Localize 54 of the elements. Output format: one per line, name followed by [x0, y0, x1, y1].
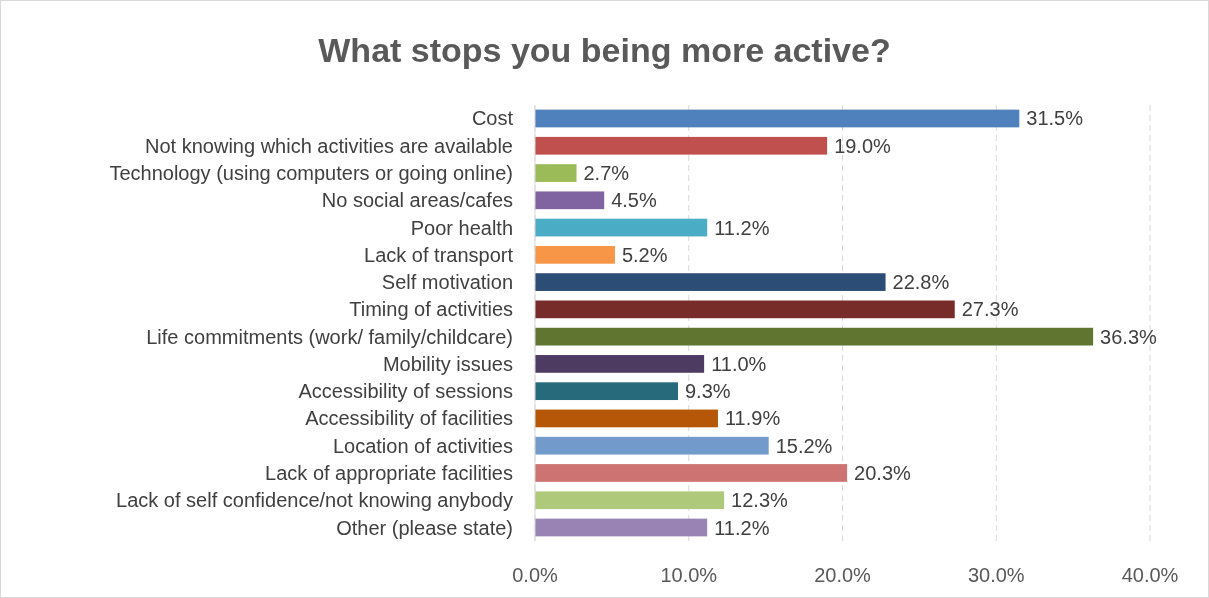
y-tick-label: Accessibility of facilities — [305, 407, 513, 430]
x-tick-label: 30.0% — [967, 564, 1025, 586]
y-tick-label: Accessibility of sessions — [298, 380, 513, 403]
y-tick-label: Life commitments (work/ family/childcare) — [146, 325, 513, 348]
x-tick-label: 40.0% — [1121, 564, 1179, 586]
bar — [535, 273, 886, 291]
bar — [535, 518, 708, 537]
data-label: 4.5% — [611, 189, 657, 212]
data-label: 15.2% — [775, 434, 833, 457]
y-tick-label: Lack of self confidence/not knowing anybody — [116, 489, 513, 512]
bar — [535, 327, 1094, 346]
bar — [535, 300, 955, 319]
data-label: 5.2% — [621, 243, 668, 266]
data-label: 9.3% — [684, 380, 731, 403]
data-label: 31.5% — [1026, 107, 1084, 130]
y-tick-label: Mobility issues — [382, 352, 513, 375]
bar — [535, 218, 708, 237]
bar — [535, 491, 725, 510]
data-label: 36.3% — [1100, 325, 1158, 348]
data-label: 19.0% — [834, 134, 892, 157]
y-tick-label: Timing of activities — [349, 298, 513, 321]
bar — [535, 464, 848, 482]
y-tick-label: Cost — [471, 107, 514, 130]
bar — [535, 355, 705, 373]
data-label: 11.2% — [714, 216, 770, 239]
x-tick-label: 0.0% — [512, 564, 559, 586]
data-label: 11.9% — [724, 407, 781, 430]
y-tick-label: Other (please state) — [336, 516, 513, 539]
data-label: 22.8% — [892, 271, 950, 294]
chart-title: What stops you being more active? — [318, 31, 891, 69]
data-label: 11.0% — [711, 352, 767, 375]
y-tick-label: Self motivation — [381, 271, 513, 294]
data-label: 20.3% — [854, 461, 912, 484]
bar — [535, 245, 615, 264]
bar — [535, 164, 577, 182]
data-label: 11.2% — [714, 516, 770, 539]
bar — [535, 191, 605, 210]
bar — [535, 136, 828, 155]
y-tick-label: Lack of appropriate facilities — [265, 461, 513, 484]
data-label: 12.3% — [731, 489, 789, 512]
y-tick-label: Not knowing which activities are available — [145, 134, 513, 157]
y-tick-label: Location of activities — [332, 434, 513, 457]
data-label: 27.3% — [961, 298, 1019, 321]
y-tick-label: Technology (using computers or going online) — [109, 162, 513, 185]
y-tick-label: No social areas/cafes — [321, 189, 513, 212]
y-tick-label: Lack of transport — [364, 243, 514, 266]
bar — [535, 436, 769, 455]
x-tick-label: 20.0% — [814, 564, 872, 586]
x-tick-label: 10.0% — [660, 564, 718, 586]
bar — [535, 382, 678, 401]
y-tick-label: Poor health — [410, 216, 513, 239]
data-label: 2.7% — [583, 162, 630, 185]
bar — [535, 109, 1020, 128]
bar — [535, 409, 718, 428]
